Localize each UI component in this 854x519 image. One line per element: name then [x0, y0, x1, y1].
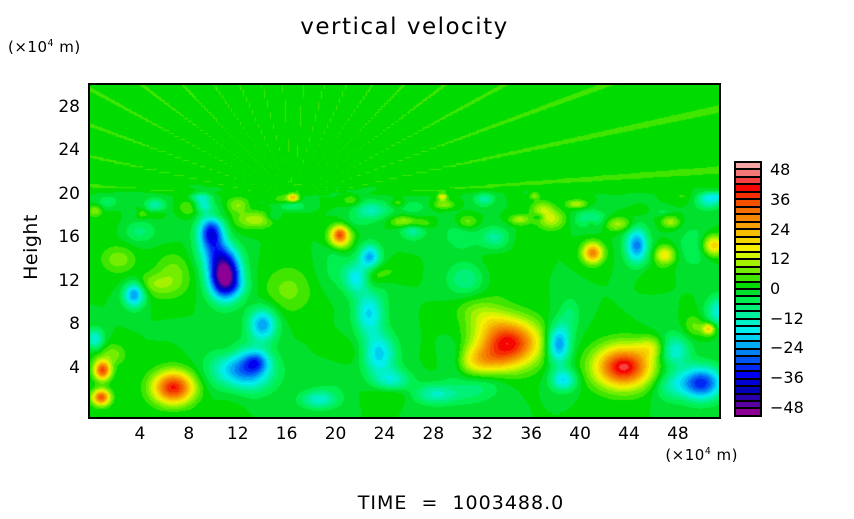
x-tick-label: 16	[275, 424, 298, 444]
colorbar-tick-label: −12	[770, 308, 804, 328]
colorbar-tick-label: 36	[770, 190, 791, 210]
colorbar-segment	[736, 302, 760, 311]
colorbar-tick-label: −36	[770, 367, 804, 387]
y-unit-prefix: (×10	[8, 38, 48, 56]
x-tick-label: 4	[134, 424, 146, 444]
colorbar-segment	[736, 332, 760, 341]
colorbar-segment	[736, 265, 760, 274]
colorbar-segment	[736, 347, 760, 356]
x-tick-label: 40	[569, 424, 591, 444]
colorbar-segment	[736, 340, 760, 348]
plot-frame	[88, 83, 721, 419]
colorbar-segment	[736, 205, 760, 214]
colorbar-segment	[736, 370, 760, 378]
heatmap-canvas	[90, 85, 719, 417]
colorbar-segment	[736, 377, 760, 386]
x-unit-prefix: (×10	[665, 446, 705, 464]
colorbar-segment	[736, 198, 760, 206]
colorbar-segment	[736, 407, 760, 415]
colorbar	[734, 161, 762, 417]
x-tick-label: 12	[226, 424, 249, 444]
colorbar-segment	[736, 317, 760, 326]
x-tick-label: 36	[520, 424, 542, 444]
colorbar-segment	[736, 183, 760, 191]
colorbar-segment	[736, 250, 760, 259]
x-tick-label: 32	[471, 424, 494, 444]
x-tick-label: 48	[667, 424, 689, 444]
colorbar-segment	[736, 228, 760, 236]
colorbar-tick-label: 0	[770, 279, 781, 298]
colorbar-segment	[736, 168, 760, 176]
x-tick-label: 44	[618, 424, 640, 444]
y-unit-exponent: 4	[47, 38, 54, 49]
colorbar-tick-label: −48	[770, 397, 804, 417]
colorbar-segment	[736, 163, 760, 169]
colorbar-tick-label: 12	[770, 249, 791, 269]
colorbar-segment	[736, 287, 760, 296]
x-unit-suffix: m)	[711, 446, 738, 464]
colorbar-segment	[736, 220, 760, 229]
colorbar-segment	[736, 175, 760, 184]
colorbar-tick-label: 24	[770, 219, 791, 239]
y-tick-label: 28	[58, 97, 80, 117]
y-axis-unit-label: (×104 m)	[8, 38, 81, 56]
y-tick-label: 20	[58, 183, 80, 204]
x-unit-exponent: 4	[704, 446, 712, 457]
x-tick-label: 28	[422, 424, 445, 444]
y-tick-label: 4	[69, 357, 80, 378]
colorbar-segment	[736, 273, 760, 281]
x-tick-label: 8	[183, 424, 195, 444]
y-unit-suffix: m)	[53, 38, 81, 56]
colorbar-segment	[736, 243, 760, 251]
colorbar-segment	[736, 280, 760, 288]
y-tick-label: 12	[58, 270, 80, 291]
colorbar-segment	[736, 310, 760, 318]
colorbar-segment	[736, 258, 760, 266]
colorbar-segment	[736, 190, 760, 199]
y-tick-label: 24	[58, 140, 80, 161]
y-tick-label: 16	[58, 227, 80, 248]
plot-title: vertical velocity	[300, 14, 509, 40]
colorbar-segment	[736, 325, 760, 333]
x-tick-label: 24	[373, 424, 396, 444]
y-tick-label: 8	[69, 314, 80, 335]
colorbar-tick-label: −24	[770, 338, 804, 358]
colorbar-segment	[736, 385, 760, 393]
colorbar-segment	[736, 362, 760, 371]
time-label: TIME = 1003488.0	[357, 492, 565, 514]
colorbar-segment	[736, 400, 760, 408]
colorbar-segment	[736, 295, 760, 303]
colorbar-segment	[736, 235, 760, 244]
colorbar-segment	[736, 213, 760, 221]
colorbar-segment	[736, 355, 760, 363]
colorbar-tick-label: 48	[770, 160, 791, 180]
x-axis-unit-label: (×104 m)	[538, 446, 738, 464]
x-tick-label: 20	[324, 424, 347, 444]
colorbar-segment	[736, 392, 760, 400]
